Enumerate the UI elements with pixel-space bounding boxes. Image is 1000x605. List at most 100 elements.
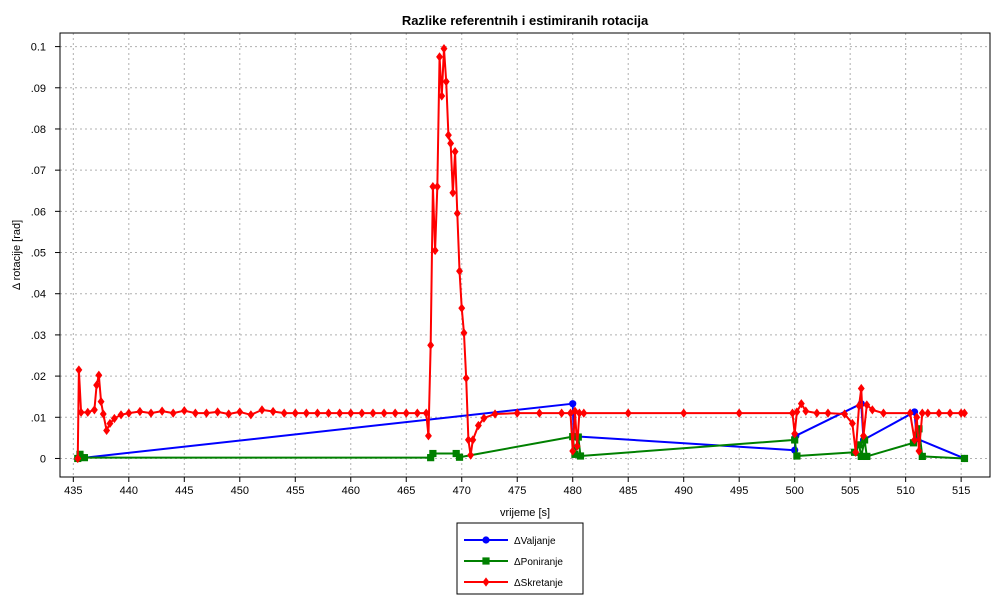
data-point-poniranje xyxy=(791,436,799,444)
data-point-skretanje xyxy=(84,407,92,417)
y-tick-label: .08 xyxy=(31,124,46,136)
data-point-skretanje xyxy=(325,408,333,418)
legend-label: ΔSkretanje xyxy=(514,578,563,589)
data-point-skretanje xyxy=(336,408,344,418)
data-point-skretanje xyxy=(436,52,443,62)
data-point-skretanje xyxy=(855,401,863,411)
x-tick-label: 475 xyxy=(508,485,526,497)
data-point-skretanje xyxy=(110,413,118,424)
data-point-skretanje xyxy=(444,130,452,140)
data-point-poniranje xyxy=(855,441,863,449)
legend-item-skretanje: ΔSkretanje xyxy=(464,577,563,589)
x-tick-label: 515 xyxy=(952,485,970,497)
y-tick-label: .06 xyxy=(31,206,46,218)
data-point-skretanje xyxy=(841,409,849,419)
data-point-skretanje xyxy=(449,188,457,198)
x-tick-label: 490 xyxy=(675,485,693,497)
data-point-skretanje xyxy=(431,245,439,256)
data-point-skretanje xyxy=(302,408,310,418)
x-tick-label: 500 xyxy=(785,485,803,497)
data-point-skretanje xyxy=(915,446,923,456)
data-point-poniranje xyxy=(427,454,435,462)
data-point-skretanje xyxy=(491,409,499,419)
data-point-skretanje xyxy=(624,408,632,418)
data-point-skretanje xyxy=(402,408,410,418)
legend-label: ΔPoniranje xyxy=(514,557,563,568)
data-point-poniranje xyxy=(918,452,926,461)
data-point-skretanje xyxy=(269,406,277,417)
data-point-skretanje xyxy=(147,408,155,418)
data-point-skretanje xyxy=(236,407,244,417)
y-tick-label: 0.1 xyxy=(31,42,46,54)
data-point-skretanje xyxy=(75,365,83,375)
data-point-poniranje xyxy=(80,454,89,462)
data-point-skretanje xyxy=(913,412,921,422)
data-point-poniranje xyxy=(571,450,579,458)
data-point-skretanje xyxy=(214,407,222,417)
data-point-poniranje xyxy=(857,452,865,461)
series-poniranje xyxy=(74,425,969,463)
data-point-skretanje xyxy=(99,409,107,419)
x-tick-label: 450 xyxy=(231,485,249,497)
legend-marker-valjanje xyxy=(482,536,490,544)
data-point-skretanje xyxy=(961,408,968,418)
data-point-skretanje xyxy=(438,91,446,101)
y-axis-label: Δ rotacije [rad] xyxy=(11,220,23,290)
data-point-skretanje xyxy=(191,408,199,418)
data-point-skretanje xyxy=(125,408,133,418)
data-point-skretanje xyxy=(93,380,101,390)
data-point-poniranje xyxy=(793,452,801,460)
data-point-skretanje xyxy=(95,370,103,380)
legend-marker-poniranje xyxy=(482,557,490,565)
legend-item-valjanje: ΔValjanje xyxy=(464,536,556,547)
data-point-skretanje xyxy=(573,441,581,451)
data-point-skretanje xyxy=(860,431,867,441)
data-point-skretanje xyxy=(291,408,299,418)
y-tick-label: .01 xyxy=(31,412,46,424)
y-axis-ticks: 0 .01 .02 .03 .04 .05 .06 .07 .08 .09 0.1 xyxy=(31,42,60,465)
data-point-skretanje xyxy=(575,408,583,418)
y-tick-label: 0 xyxy=(40,453,46,465)
data-point-valjanje xyxy=(569,400,577,408)
data-point-skretanje xyxy=(203,408,210,418)
data-point-poniranje xyxy=(863,452,871,461)
data-point-skretanje xyxy=(852,447,860,457)
data-point-skretanje xyxy=(802,406,810,416)
y-tick-label: .04 xyxy=(31,289,46,301)
data-point-skretanje xyxy=(793,407,801,417)
data-point-skretanje xyxy=(946,408,954,418)
data-point-skretanje xyxy=(453,208,461,219)
data-point-skretanje xyxy=(464,435,472,445)
data-point-skretanje xyxy=(314,408,321,418)
x-tick-label: 465 xyxy=(397,485,415,497)
x-tick-label: 510 xyxy=(896,485,914,497)
data-point-skretanje xyxy=(469,435,477,445)
series-layer xyxy=(74,44,969,464)
data-point-poniranje xyxy=(860,436,869,444)
x-tick-label: 440 xyxy=(120,485,138,497)
data-point-skretanje xyxy=(480,413,488,423)
x-tick-label: 445 xyxy=(175,485,193,497)
data-point-skretanje xyxy=(451,147,459,157)
data-point-skretanje xyxy=(90,405,98,415)
data-point-skretanje xyxy=(735,408,743,418)
data-point-skretanje xyxy=(347,408,355,418)
data-point-skretanje xyxy=(169,408,177,418)
data-point-skretanje xyxy=(97,397,105,407)
x-tick-label: 435 xyxy=(64,485,82,497)
data-point-skretanje xyxy=(462,373,470,383)
data-point-skretanje xyxy=(433,182,441,192)
legend: ΔValjanje ΔPoniranje ΔSkretanje xyxy=(456,522,584,595)
data-point-skretanje xyxy=(422,408,430,418)
chart-title: Razlike referentnih i estimiranih rotaci… xyxy=(402,13,649,28)
data-point-skretanje xyxy=(358,408,366,418)
data-point-skretanje xyxy=(789,408,796,418)
series-skretanje xyxy=(74,44,968,464)
x-tick-label: 480 xyxy=(564,485,582,497)
data-point-skretanje xyxy=(447,138,455,148)
data-point-skretanje xyxy=(440,44,448,54)
legend-label: ΔValjanje xyxy=(514,536,556,547)
x-tick-label: 460 xyxy=(342,485,360,497)
